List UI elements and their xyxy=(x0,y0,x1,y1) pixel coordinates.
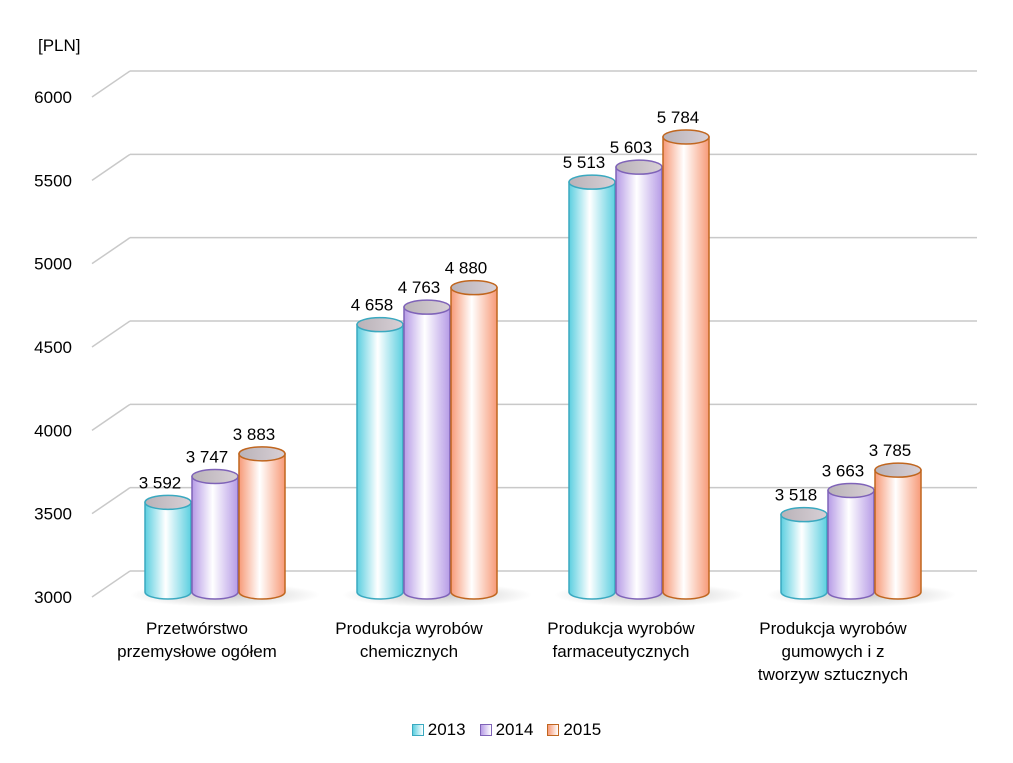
bar-2014 xyxy=(615,159,663,600)
y-axis: 3000 3500 4000 4500 5000 5500 6000 xyxy=(34,88,72,607)
bar-top xyxy=(356,316,404,333)
bar-top xyxy=(450,279,498,296)
bar-2014 xyxy=(191,468,239,600)
data-label: 3 883 xyxy=(233,425,276,444)
data-label: 4 880 xyxy=(445,259,488,278)
bar-top xyxy=(238,446,286,462)
bar-body xyxy=(615,166,663,600)
data-label: 5 603 xyxy=(610,138,653,157)
data-label: 3 518 xyxy=(775,486,818,505)
data-label: 4 658 xyxy=(351,296,394,315)
bar-2013 xyxy=(356,316,404,600)
bar-body xyxy=(874,469,922,600)
y-tick-label: 3000 xyxy=(34,588,72,607)
bar-2013 xyxy=(568,174,616,600)
gridline-diag xyxy=(91,403,131,431)
legend-item-2014: 2014 xyxy=(479,720,534,740)
bar-body xyxy=(144,501,192,600)
bar-body xyxy=(568,181,616,600)
bar-top xyxy=(144,494,192,511)
gridline-diag xyxy=(91,320,131,348)
bar-body xyxy=(356,323,404,600)
bar-2015 xyxy=(238,446,286,600)
data-label: 3 592 xyxy=(139,473,182,492)
gridline-diag xyxy=(91,570,131,598)
gridline-diag xyxy=(91,487,131,515)
category-label: Produkcja wyrobów farmaceutycznych xyxy=(521,617,721,663)
bar-body xyxy=(238,453,286,600)
category-label-line: gumowych i z xyxy=(781,642,885,661)
bar-top xyxy=(191,468,239,485)
legend-swatch xyxy=(547,724,560,736)
bar-body xyxy=(662,136,710,600)
category-label: Produkcja wyrobów gumowych i z tworzyw szt… xyxy=(733,617,933,686)
bar-top xyxy=(568,174,616,190)
category-label: Przetwórstwo przemysłowe ogółem xyxy=(97,617,297,663)
legend-swatch xyxy=(411,724,424,736)
data-label: 3 663 xyxy=(822,462,865,481)
y-tick-label: 4000 xyxy=(34,421,72,440)
data-label: 5 784 xyxy=(657,108,700,127)
category-label-line: Produkcja wyrobów xyxy=(759,619,907,638)
category-label-line: Produkcja wyrobów xyxy=(547,619,695,638)
bar-2015 xyxy=(874,462,922,600)
bar-2013 xyxy=(144,494,192,600)
bar-top xyxy=(403,299,451,315)
legend-item-2013: 2013 xyxy=(411,720,466,740)
data-label: 3 747 xyxy=(186,448,229,467)
bar-body xyxy=(780,513,828,600)
bar-body xyxy=(191,475,239,600)
y-tick-label: 6000 xyxy=(34,88,72,107)
gridline-diag xyxy=(91,237,131,265)
category-label-line: chemicznych xyxy=(359,642,459,661)
bar-top xyxy=(874,462,922,478)
bars xyxy=(130,129,956,607)
legend-item-2015: 2015 xyxy=(547,720,601,740)
y-tick-label: 4500 xyxy=(34,338,72,357)
legend-label: 2015 xyxy=(563,720,602,739)
category-label-line: Przetwórstwo xyxy=(145,619,249,638)
bar-2014 xyxy=(403,299,451,600)
category-label-line: farmaceutycznych xyxy=(552,642,690,661)
category-label: Produkcja wyrobów chemicznych xyxy=(309,617,509,663)
bar-2015 xyxy=(662,129,710,600)
category-label-line: Produkcja wyrobów xyxy=(335,619,483,638)
data-label: 5 513 xyxy=(563,153,606,172)
bar-top xyxy=(780,506,828,523)
bar-top xyxy=(827,482,875,499)
bar-2015 xyxy=(450,279,498,600)
y-tick-label: 5500 xyxy=(34,171,72,190)
data-label: 4 763 xyxy=(398,278,441,297)
y-axis-unit: [PLN] xyxy=(38,36,81,55)
legend-swatch xyxy=(479,724,492,736)
bar-top xyxy=(615,159,663,175)
legend-label: 2014 xyxy=(495,720,534,739)
bar-body xyxy=(450,286,498,600)
legend-label: 2013 xyxy=(427,720,466,739)
bar-body xyxy=(403,306,451,600)
gridline-diag xyxy=(91,153,131,181)
bar-body xyxy=(827,489,875,600)
legend: 2013 2014 2015 xyxy=(0,720,1013,740)
category-label-line: przemysłowe ogółem xyxy=(117,642,277,661)
data-label: 3 785 xyxy=(869,441,912,460)
bar-2013 xyxy=(780,506,828,600)
category-label-line: tworzyw sztucznych xyxy=(757,665,909,684)
y-tick-label: 5000 xyxy=(34,255,72,274)
bar-top xyxy=(662,129,710,145)
bar-2014 xyxy=(827,482,875,600)
y-tick-label: 3500 xyxy=(34,505,72,524)
gridline-diag xyxy=(91,70,131,98)
